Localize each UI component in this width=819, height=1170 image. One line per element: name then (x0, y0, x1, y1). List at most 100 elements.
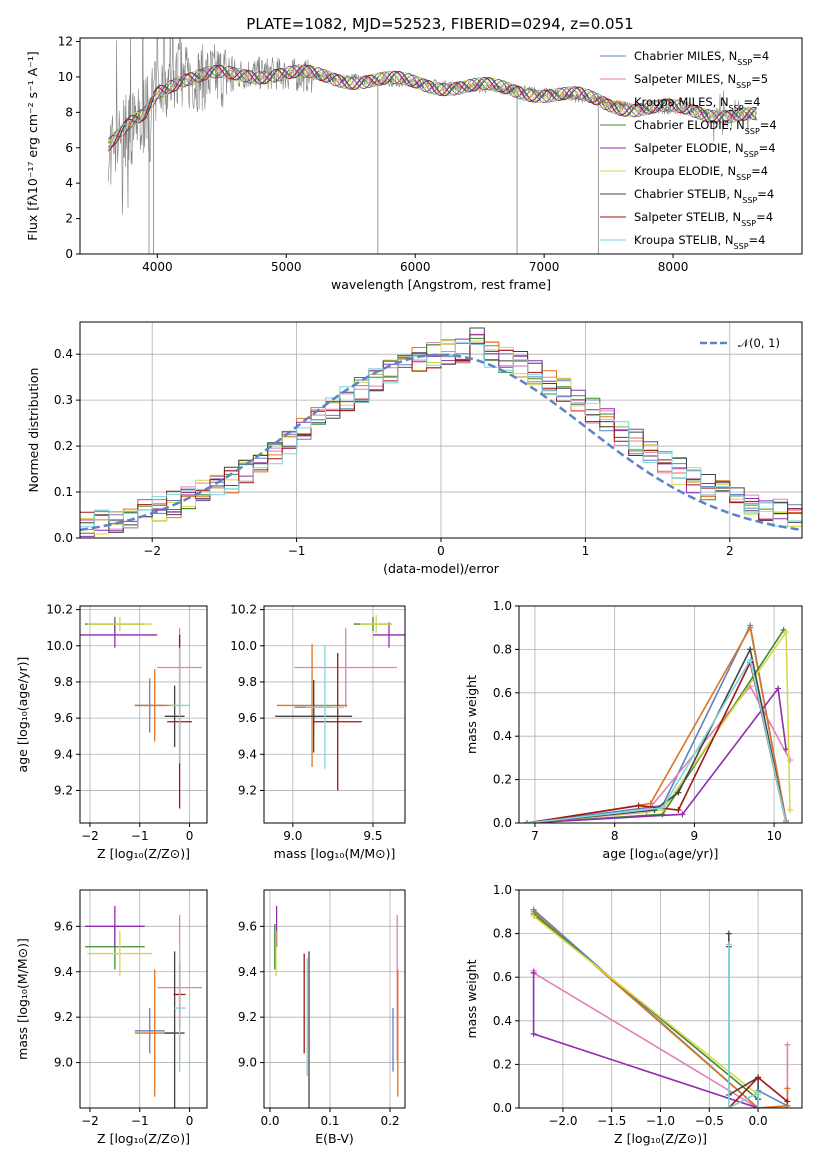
legend-entry: 𝒩(0, 1) (738, 336, 780, 350)
plot-area (80, 606, 207, 823)
y-tick-label: 9.2 (238, 783, 257, 797)
x-tick-label: −0.5 (695, 1114, 724, 1128)
panel-residuals: 𝒩(0, 1) −2 −1 0 1 2 0.0 0.1 0.2 0.3 0.4 (data-model… (26, 321, 803, 576)
y-tick-label: 9.2 (54, 1010, 73, 1024)
histogram-kroupa-stelib (80, 341, 802, 529)
legend-entry: Kroupa MILES, NSSP=4 (634, 95, 760, 113)
legend-entry: Chabrier MILES, NSSP=4 (634, 49, 769, 67)
y-tick-label: 0.0 (493, 1101, 512, 1115)
data-point (675, 789, 682, 796)
legend-entry: Chabrier ELODIE, NSSP=4 (634, 118, 777, 136)
axes-frame (79, 889, 208, 1109)
y-axis-label: mass weight (464, 675, 479, 754)
y-tick-label: 10.2 (230, 603, 257, 617)
x-axis-label: E(B-V) (315, 1131, 354, 1146)
x-tick-label: 0.0 (749, 1114, 768, 1128)
weight-line (526, 686, 787, 823)
y-tick-label: 0.4 (54, 347, 73, 361)
data-point (725, 1105, 732, 1108)
data-point (784, 1085, 791, 1092)
data-point (530, 969, 537, 976)
x-tick-label: 4000 (142, 260, 173, 274)
y-tick-label: 1.0 (493, 599, 512, 613)
data-point (530, 913, 537, 920)
x-axis-label: mass [log₁₀(M/M⊙)] (274, 846, 396, 861)
x-tick-label: 9.5 (363, 829, 382, 843)
x-tick-label: 0.2 (380, 1114, 399, 1128)
data-point (635, 802, 642, 809)
x-axis-label: Z [log₁₀(Z/Z⊙)] (97, 1131, 190, 1146)
x-tick-label: −1 (131, 1114, 149, 1128)
legend-entry: Kroupa ELODIE, NSSP=4 (634, 164, 768, 182)
panel-weight-vs-age: 7 8 9 10 0.0 0.2 0.4 0.6 0.8 1.0 age [log₁₀(age/yr… (464, 599, 803, 861)
data-point (675, 806, 682, 813)
y-tick-label: 0.1 (54, 485, 73, 499)
gaussian-curve (80, 353, 802, 532)
plot-area (264, 890, 405, 1108)
y-tick-label: 0.8 (493, 642, 512, 656)
legend-entry: Salpeter ELODIE, NSSP=4 (634, 141, 776, 159)
x-axis-label: (data-model)/error (383, 561, 500, 576)
y-tick-label: 9.8 (54, 675, 73, 689)
y-tick-label: 9.6 (54, 919, 73, 933)
x-tick-label: 2 (726, 544, 734, 558)
y-tick-label: 9.0 (54, 1056, 73, 1070)
weight-line (526, 658, 787, 823)
data-point (784, 1098, 791, 1105)
x-tick-label: 0 (186, 829, 194, 843)
data-point (784, 1041, 791, 1048)
y-axis-label: Flux [fλ10⁻¹⁷ erg cm⁻² s⁻¹ A⁻¹] (25, 51, 40, 240)
y-axis-label: age [log₁₀(age/yr)] (15, 657, 30, 773)
data-point (725, 930, 732, 937)
y-tick-label: 0.4 (493, 729, 512, 743)
legend-entry: Salpeter MILES, NSSP=5 (634, 72, 768, 90)
weight-line (533, 911, 789, 1108)
x-tick-label: 7 (531, 829, 539, 843)
data-point (755, 1089, 762, 1096)
histogram-kroupa-elodie (80, 340, 802, 535)
panel-spectrum: Chabrier MILES, NSSP=4 Salpeter MILES, NS… (25, 35, 803, 292)
y-tick-label: 0.3 (54, 393, 73, 407)
data-point (787, 806, 794, 813)
axes-frame (518, 605, 803, 824)
panel-EBV: 0.0 0.1 0.2 9.0 9.2 9.4 9.6 E(B-V) (238, 889, 406, 1146)
y-tick-label: 0.8 (493, 927, 512, 941)
panel-weight-vs-Z: −2.0 −1.5 −1.0 −0.5 0.0 0.0 0.2 0.4 0.6 0.8 1.0 Z [… (464, 883, 803, 1146)
x-tick-label: 0.1 (320, 1114, 339, 1128)
x-tick-label: 1 (582, 544, 590, 558)
plot-area (519, 606, 802, 823)
data-point (725, 941, 732, 948)
legend-entry: Salpeter STELIB, NSSP=4 (634, 210, 773, 228)
x-axis-label: Z [log₁₀(Z/Z⊙)] (97, 846, 190, 861)
y-tick-label: 9.2 (54, 783, 73, 797)
x-tick-label: 9.0 (283, 829, 302, 843)
axes-frame (79, 37, 803, 255)
x-tick-label: 8 (611, 829, 619, 843)
y-tick-label: 9.6 (238, 711, 257, 725)
y-tick-label: 9.2 (238, 1010, 257, 1024)
y-tick-label: 9.6 (54, 711, 73, 725)
weight-line (727, 944, 759, 1108)
x-tick-label: 10 (766, 829, 781, 843)
y-tick-label: 2 (65, 212, 73, 226)
y-tick-label: 12 (58, 35, 73, 49)
x-tick-label: 6000 (400, 260, 431, 274)
y-tick-label: 9.6 (238, 919, 257, 933)
data-point (787, 757, 794, 764)
x-tick-label: −1.0 (646, 1114, 675, 1128)
y-tick-label: 9.4 (238, 747, 257, 761)
x-tick-label: −2 (143, 544, 161, 558)
x-axis-label: wavelength [Angstrom, rest frame] (331, 277, 551, 292)
x-tick-label: 7000 (529, 260, 560, 274)
x-tick-label: −1 (288, 544, 306, 558)
panel-age-vs-Z: −2 −1 0 9.2 9.4 9.6 9.8 10.0 10.2 Z [log₁₀(Z/Z⊙)]… (15, 603, 208, 861)
x-tick-label: −2 (81, 829, 99, 843)
y-tick-label: 0.6 (493, 970, 512, 984)
y-tick-label: 0.0 (493, 816, 512, 830)
y-tick-label: 10 (58, 70, 73, 84)
data-point (659, 804, 666, 811)
x-tick-label: 5000 (271, 260, 302, 274)
y-tick-label: 0 (65, 247, 73, 261)
model-line-chabrier-stelib (108, 64, 757, 147)
data-point (755, 1105, 762, 1108)
